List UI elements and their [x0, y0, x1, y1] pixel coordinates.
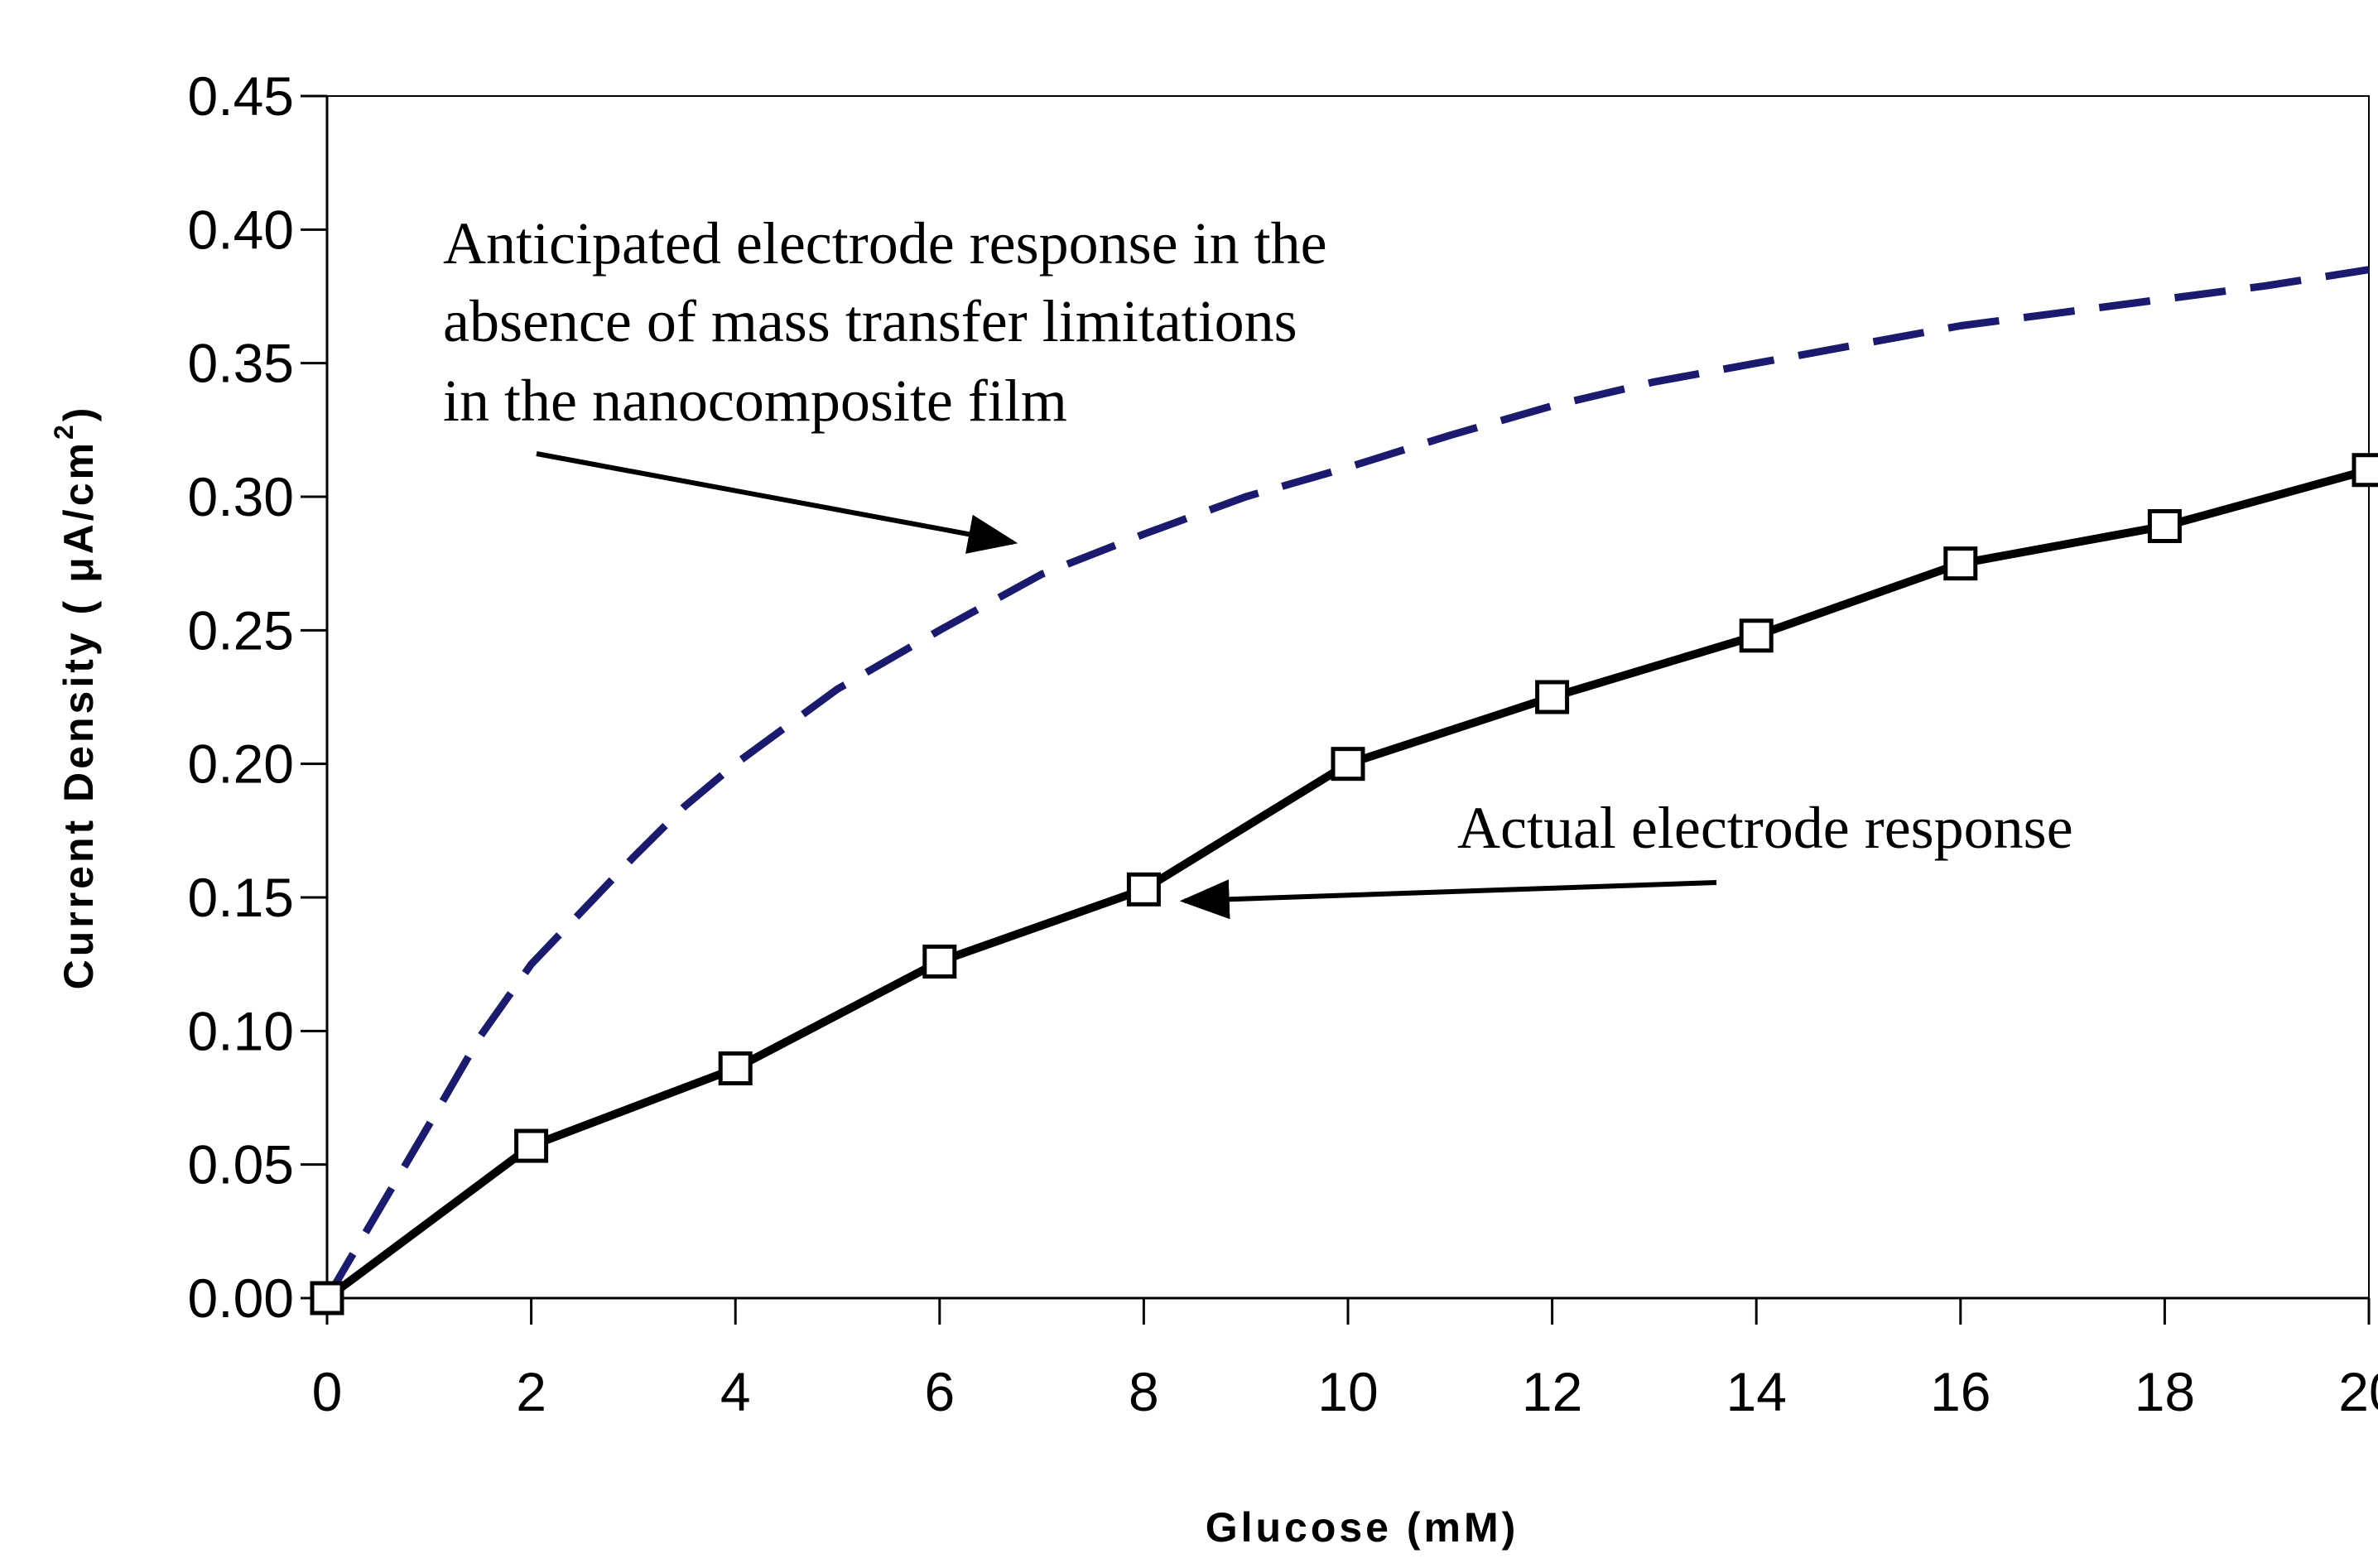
y-tick-label: 0.05 — [188, 1134, 294, 1195]
annotation-anticipated-line-2: absence of mass transfer limitations — [443, 288, 1297, 354]
annotation-actual: Actual electrode response — [1457, 795, 2073, 861]
y-ticks: 0.00 0.05 0.10 0.15 0.20 0.25 0.30 0.35 0.40 0.45 — [188, 65, 327, 1329]
data-point-actual — [514, 1128, 549, 1163]
x-tick-label: 8 — [1129, 1361, 1159, 1422]
y-axis-title-tail: ) — [55, 405, 102, 422]
data-point-actual — [2352, 453, 2378, 488]
x-tick-label: 6 — [924, 1361, 955, 1422]
annotation-arrow-anticipated — [536, 451, 1018, 554]
x-axis-title: Glucose (mM) — [1206, 1504, 1519, 1551]
annotation-anticipated-line-1: Anticipated electrode response in the — [443, 210, 1327, 277]
y-tick-label: 0.10 — [188, 1000, 294, 1061]
data-point-actual — [2147, 508, 2182, 543]
series-line-actual — [325, 465, 2371, 1302]
data-point-actual — [1535, 680, 1570, 714]
y-axis-title: Current Density ( μA/cm2) — [49, 405, 102, 990]
annotation-arrow-actual — [1179, 879, 1717, 920]
data-point-actual — [718, 1051, 753, 1086]
x-tick-label: 4 — [720, 1361, 751, 1422]
x-ticks: 0 2 4 6 8 10 12 14 16 18 20 — [312, 1298, 2378, 1422]
x-tick-label: 0 — [312, 1361, 343, 1422]
annotation-actual-line-1: Actual electrode response — [1457, 795, 2073, 861]
data-point-actual — [1126, 872, 1161, 907]
data-point-actual — [1943, 546, 1978, 581]
y-tick-label: 0.45 — [188, 65, 294, 127]
data-point-actual — [1331, 747, 1365, 782]
x-tick-label: 16 — [1930, 1361, 1990, 1422]
x-tick-label: 18 — [2135, 1361, 2195, 1422]
y-tick-label: 0.40 — [188, 199, 294, 260]
series-line-anticipated — [324, 266, 2370, 1301]
annotation-anticipated-line-3: in the nanocomposite film — [443, 368, 1067, 434]
y-tick-label: 0.30 — [188, 466, 294, 527]
marker-layer — [310, 453, 2378, 1315]
y-axis-title-sup: 2 — [49, 421, 79, 440]
y-tick-label: 0.25 — [188, 599, 294, 661]
x-tick-label: 2 — [516, 1361, 546, 1422]
y-tick-label: 0.35 — [188, 333, 294, 394]
x-tick-label: 20 — [2338, 1361, 2378, 1422]
y-tick-label: 0.15 — [188, 867, 294, 928]
y-tick-label: 0.20 — [188, 733, 294, 795]
annotation-anticipated: Anticipated electrode response in the ab… — [443, 210, 1342, 434]
x-tick-label: 12 — [1522, 1361, 1582, 1422]
data-point-actual — [1739, 618, 1774, 653]
data-point-actual — [310, 1281, 344, 1315]
data-point-actual — [922, 944, 957, 979]
y-tick-label: 0.00 — [188, 1267, 294, 1329]
x-tick-label: 10 — [1317, 1361, 1378, 1422]
x-tick-label: 14 — [1726, 1361, 1786, 1422]
y-axis-title-main: Current Density ( μA/cm — [55, 440, 102, 989]
